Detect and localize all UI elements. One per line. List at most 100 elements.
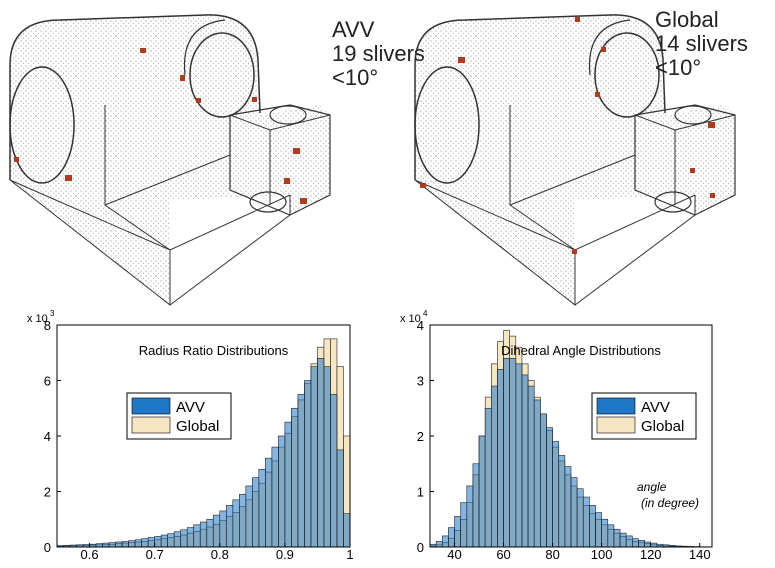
render-label: <10° bbox=[655, 55, 701, 80]
bar bbox=[142, 539, 149, 547]
bar bbox=[583, 497, 589, 547]
bar bbox=[553, 442, 559, 547]
chart-title: Radius Ratio Distributions bbox=[139, 343, 289, 358]
bar bbox=[168, 534, 175, 547]
bar bbox=[602, 519, 608, 547]
annotation: (in degree) bbox=[641, 496, 699, 510]
y-tick-label: 6 bbox=[44, 374, 51, 389]
legend-swatch bbox=[597, 417, 635, 433]
legend-swatch bbox=[132, 398, 170, 414]
bar bbox=[534, 400, 540, 547]
bar bbox=[298, 394, 305, 547]
bar bbox=[632, 539, 638, 547]
bar bbox=[109, 543, 116, 547]
bar bbox=[504, 358, 510, 547]
bar bbox=[259, 469, 266, 547]
bar bbox=[194, 525, 201, 547]
bar bbox=[278, 436, 285, 547]
bar bbox=[522, 375, 528, 547]
bar bbox=[220, 511, 227, 547]
legend-swatch bbox=[132, 417, 170, 433]
x-tick-label: 140 bbox=[689, 547, 711, 562]
bar bbox=[330, 394, 337, 547]
x-tick-label: 100 bbox=[591, 547, 613, 562]
x-tick-label: 1 bbox=[346, 547, 353, 562]
chart-title: Dihedral Angle Distributions bbox=[501, 343, 661, 358]
bar bbox=[285, 422, 292, 547]
bar bbox=[116, 542, 123, 547]
x-tick-label: 0.9 bbox=[276, 547, 294, 562]
bar bbox=[122, 541, 129, 547]
y-tick-label: 0 bbox=[44, 540, 51, 555]
bar bbox=[596, 513, 602, 547]
bar bbox=[103, 543, 110, 547]
y-scale-exponent: 4 bbox=[423, 309, 428, 318]
bar bbox=[343, 514, 350, 547]
bar bbox=[608, 525, 614, 547]
bar bbox=[479, 436, 485, 547]
bar bbox=[571, 478, 577, 547]
bar bbox=[181, 530, 188, 547]
render-label: 14 slivers bbox=[655, 31, 748, 56]
x-tick-label: 40 bbox=[447, 547, 461, 562]
y-tick-label: 2 bbox=[44, 485, 51, 500]
y-tick-label: 1 bbox=[417, 485, 424, 500]
bar bbox=[448, 528, 454, 547]
bar bbox=[626, 536, 632, 547]
bar bbox=[436, 541, 442, 547]
bar bbox=[337, 450, 344, 547]
x-tick-label: 60 bbox=[496, 547, 510, 562]
bar bbox=[187, 528, 194, 547]
x-tick-label: 120 bbox=[640, 547, 662, 562]
bar bbox=[291, 408, 298, 547]
bar bbox=[207, 519, 214, 547]
y-scale-base: x 10 bbox=[400, 313, 421, 325]
x-tick-label: 0.6 bbox=[81, 547, 99, 562]
bar bbox=[252, 478, 259, 547]
bar bbox=[317, 358, 324, 547]
bar bbox=[577, 489, 583, 547]
y-scale-exponent: 3 bbox=[50, 309, 55, 318]
x-tick-label: 80 bbox=[545, 547, 559, 562]
legend-label: AVV bbox=[641, 399, 670, 416]
bar bbox=[467, 486, 473, 547]
bar bbox=[461, 503, 467, 547]
y-tick-label: 0 bbox=[417, 540, 424, 555]
bar bbox=[473, 464, 479, 547]
y-tick-label: 2 bbox=[417, 429, 424, 444]
x-tick-label: 0.7 bbox=[146, 547, 164, 562]
bar bbox=[620, 533, 626, 547]
bar bbox=[200, 522, 207, 547]
bar bbox=[497, 369, 503, 547]
bar bbox=[540, 414, 546, 547]
legend-label: Global bbox=[176, 418, 219, 435]
bar bbox=[213, 515, 220, 547]
y-scale-base: x 10 bbox=[27, 313, 48, 325]
bar bbox=[161, 535, 168, 547]
bar bbox=[239, 494, 246, 547]
legend-label: AVV bbox=[176, 399, 205, 416]
legend-swatch bbox=[597, 398, 635, 414]
figure: AVV 19 slivers <10° Global 14 slivers <1… bbox=[0, 0, 775, 563]
render-label: <10° bbox=[332, 65, 378, 90]
bar bbox=[565, 467, 571, 547]
bar bbox=[455, 516, 461, 547]
legend-label: Global bbox=[641, 418, 684, 435]
render-label: 19 slivers bbox=[332, 41, 425, 66]
bar bbox=[516, 364, 522, 547]
bar bbox=[155, 536, 162, 547]
bar bbox=[246, 486, 253, 547]
bar bbox=[304, 381, 311, 548]
legend: AVV Global bbox=[127, 393, 231, 439]
bar bbox=[324, 367, 331, 547]
bar bbox=[485, 408, 491, 547]
annotation: angle bbox=[637, 480, 667, 494]
bar bbox=[233, 500, 240, 547]
bar bbox=[589, 505, 595, 547]
bar bbox=[265, 458, 272, 547]
y-tick-label: 3 bbox=[417, 374, 424, 389]
legend: AVV Global bbox=[592, 393, 696, 439]
bar bbox=[638, 540, 644, 547]
y-tick-label: 4 bbox=[44, 429, 51, 444]
